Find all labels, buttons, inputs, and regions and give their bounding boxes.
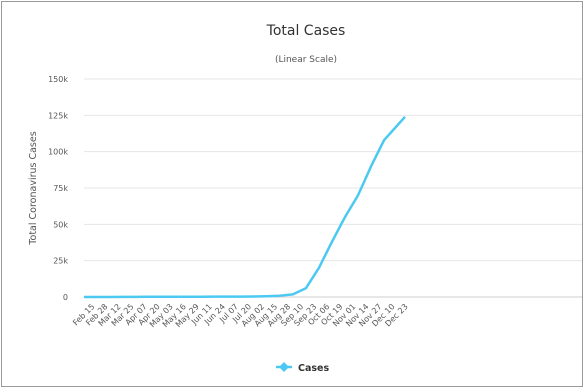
chart-title: Total Cases xyxy=(266,23,346,39)
y-tick-label: 25k xyxy=(53,257,68,266)
y-tick-label: 100k xyxy=(48,148,68,157)
y-axis-label: Total Coronavirus Cases xyxy=(28,131,39,245)
series-group xyxy=(84,115,406,299)
legend[interactable]: Cases xyxy=(276,362,329,374)
legend-swatch-marker xyxy=(279,362,289,372)
chart-subtitle: (Linear Scale) xyxy=(275,55,337,65)
y-tick-label: 75k xyxy=(53,184,68,193)
y-axis-ticks: 0 25k 50k 75k 100k 125k 150k xyxy=(48,75,68,302)
y-tick-label: 125k xyxy=(48,111,68,120)
y-tick-label: 150k xyxy=(48,75,68,84)
y-tick-label: 0 xyxy=(63,293,68,302)
y-tick-label: 50k xyxy=(53,220,68,229)
legend-label: Cases xyxy=(298,363,329,374)
line-chart: Total Cases (Linear Scale) Total Coronav… xyxy=(28,23,582,374)
gridlines xyxy=(84,78,582,298)
series-line-cases[interactable] xyxy=(84,115,406,299)
